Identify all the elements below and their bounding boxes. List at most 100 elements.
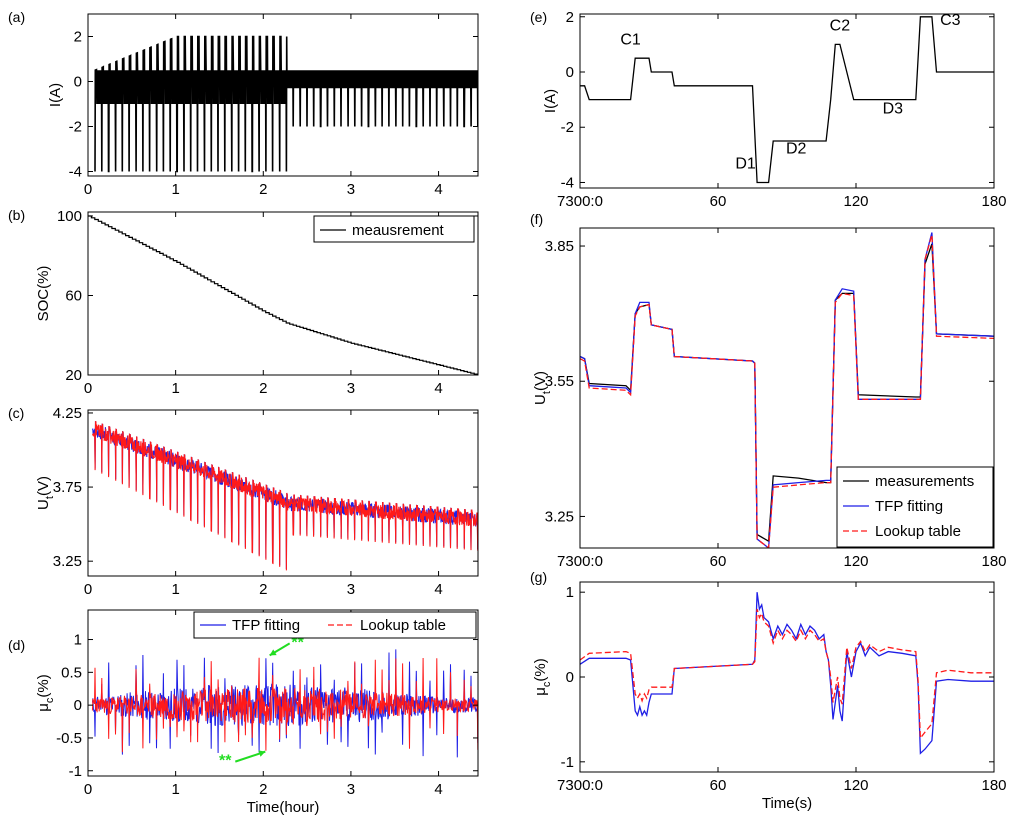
y-tick-label: 20 <box>65 367 82 384</box>
legend-label: TFP fitting <box>875 498 943 515</box>
legend-label: TFP fitting <box>232 617 300 634</box>
plot-area-g <box>580 592 994 755</box>
legend-label: Lookup table <box>360 617 446 634</box>
y-axis-label-sub: t <box>44 496 56 499</box>
x-tick-label: 60 <box>710 193 727 210</box>
x-axis-label: Time(hour) <box>247 799 320 816</box>
x-tick-label: 2 <box>259 181 267 198</box>
y-axis-label-unit: (%) <box>532 658 549 681</box>
y-tick-label: -4 <box>561 174 574 191</box>
y-tick-label: 2 <box>566 9 574 26</box>
axes-box-a <box>87 13 479 177</box>
y-tick-label: -0.5 <box>56 730 82 747</box>
y-tick-label: 0 <box>566 64 574 81</box>
panel-label: (c) <box>8 405 24 421</box>
panel-f: 7300:0 60 120 180 3.25 3.55 3.85(f) Ut(V) measur… <box>530 211 1007 570</box>
lookup-voltage-trace <box>91 420 478 571</box>
x-tick-label: 180 <box>981 193 1006 210</box>
panel-label: (g) <box>530 569 547 585</box>
legend-box <box>193 611 477 639</box>
y-tick-label: 100 <box>57 208 82 225</box>
lookup-error-trace <box>91 657 478 753</box>
annotation-**: ** <box>291 634 304 651</box>
x-tick-label: 3 <box>347 380 355 397</box>
y-tick-label: 1 <box>74 632 82 649</box>
x-tick-label: 3 <box>347 581 355 598</box>
y-axis-label: μc(%) <box>35 674 56 711</box>
y-axis-label-sub: c <box>44 697 56 703</box>
y-tick-label: 0 <box>566 669 574 686</box>
x-tick-label: 1 <box>171 181 179 198</box>
annotation-c2: C2 <box>830 18 851 35</box>
panel-label: (f) <box>530 211 543 227</box>
axes-box-f <box>579 227 995 549</box>
annotation-d1: D1 <box>735 156 756 173</box>
y-axis-label: Ut(V) <box>532 371 553 405</box>
x-tick-label: 1 <box>171 581 179 598</box>
x-tick-label: 120 <box>843 553 868 570</box>
y-tick-label: -2 <box>69 119 82 136</box>
panel-e: 7300:0 60 120 180 -4 -2 0 2 (e) I(A) C1 D1 D2 C2 D3 C3 <box>530 9 1007 210</box>
y-axis-label-main: μ <box>532 687 549 696</box>
y-tick-label: 1 <box>566 584 574 601</box>
x-tick-label: 1 <box>171 781 179 798</box>
x-tick-label: 120 <box>843 193 868 210</box>
y-axis-label: μc(%) <box>532 658 553 695</box>
y-tick-label: 3.85 <box>545 238 574 255</box>
plot-area-b <box>88 215 478 375</box>
annotation-d3: D3 <box>883 100 904 117</box>
y-axis-label: Ut(V) <box>35 476 56 510</box>
y-axis-label-main: U <box>35 499 52 510</box>
legend-label: measurements <box>875 473 974 490</box>
axes-box-g <box>579 581 995 773</box>
x-tick-label: 120 <box>843 777 868 794</box>
annotation-c1: C1 <box>620 31 641 48</box>
panel-a: 0 1 2 3 4 -4 -2 0 2 (a) I(A) <box>8 9 479 198</box>
x-tick-label: 1 <box>171 380 179 397</box>
plot-area-e <box>580 16 994 184</box>
y-axis-label-unit: (%) <box>35 674 52 697</box>
y-axis-label-unit: (V) <box>532 371 549 391</box>
annotation-d2: D2 <box>786 140 807 157</box>
y-tick-label: 0.5 <box>61 664 82 681</box>
panel-label: (b) <box>8 207 25 223</box>
current-trace <box>94 35 478 173</box>
legend-box <box>313 215 475 243</box>
annotation-**: ** <box>219 753 232 770</box>
x-tick-label: 4 <box>434 181 442 198</box>
x-tick-label: 3 <box>347 781 355 798</box>
y-tick-label: 0 <box>74 74 82 91</box>
panel-label: (e) <box>530 9 547 25</box>
y-axis-label-sub: t <box>541 391 553 394</box>
annotation-c3: C3 <box>940 12 961 29</box>
x-tick-label: 60 <box>710 553 727 570</box>
panel-g: 7300:0 60 120 180 -1 0 1 (g) μc(%) Time(s) <box>530 569 1007 812</box>
x-tick-label: 2 <box>259 581 267 598</box>
legend-b: meausrement <box>313 215 475 243</box>
y-axis-label-main: μ <box>35 703 52 712</box>
series-f-2 <box>580 234 994 548</box>
panel-label: (d) <box>8 637 25 653</box>
axes-box-b <box>87 211 479 376</box>
y-tick-label: -1 <box>561 754 574 771</box>
x-tick-label: 2 <box>259 781 267 798</box>
x-tick-label: 0 <box>84 181 92 198</box>
y-tick-label: 3.25 <box>53 553 82 570</box>
y-tick-label: -1 <box>69 763 82 780</box>
series-g-0 <box>580 592 994 755</box>
x-tick-label: 4 <box>434 380 442 397</box>
plot-area-c <box>91 420 478 571</box>
y-axis-label: SOC(%) <box>35 266 52 322</box>
legend-f: measurements TFP fitting Lookup table <box>836 466 994 548</box>
x-tick-label: 0 <box>84 781 92 798</box>
soc-line <box>88 215 478 375</box>
axes-box-c <box>87 409 479 577</box>
y-tick-label: -4 <box>69 164 82 181</box>
y-tick-label: 3.75 <box>53 479 82 496</box>
legend-d: TFP fitting Lookup table <box>193 611 477 639</box>
legend-label: meausrement <box>352 222 445 239</box>
axes-box-d <box>87 609 479 777</box>
x-tick-label: 4 <box>434 581 442 598</box>
x-tick-label: 4 <box>434 781 442 798</box>
